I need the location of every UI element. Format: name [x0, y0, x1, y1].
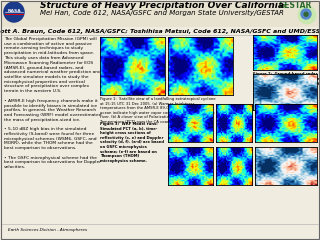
Text: Structure of Heavy Precipitation Over California: Structure of Heavy Precipitation Over Ca…	[40, 1, 284, 10]
Text: GESTAR: GESTAR	[278, 1, 312, 11]
Circle shape	[4, 2, 23, 22]
Text: Figure 2:  Ground-based radar
Time-height cross-sectional view
on 31 Dec 2005. (: Figure 2: Ground-based radar Time-height…	[253, 72, 320, 90]
Circle shape	[298, 6, 316, 24]
Text: Earth Sciences Division - Atmospheres: Earth Sciences Division - Atmospheres	[8, 228, 87, 232]
Text: Figure 3:  WRF Model runs:
Simulated PCT (a, b), time-
height cross sections of
: Figure 3: WRF Model runs: Simulated PCT …	[100, 122, 164, 163]
Text: Mei Han, Code 612, NASA/GSFC and Morgan State University/GESTAR: Mei Han, Code 612, NASA/GSFC and Morgan …	[40, 10, 284, 16]
Bar	[1, 1, 319, 28]
Circle shape	[301, 9, 311, 19]
Text: The Global Precipitation Mission (GPM) will
use a combination of active and pass: The Global Precipitation Mission (GPM) w…	[4, 37, 102, 169]
Text: Figure 1:  Satellite view of a landfalling extratropical cyclone
at 15:15 UTC 31: Figure 1: Satellite view of a landfallin…	[100, 97, 215, 124]
Text: ●: ●	[303, 11, 309, 17]
Text: Scott A. Braun, Code 612, NASA/GSFC; Toshihisa Matsui, Code 612, NASA/GSFC and U: Scott A. Braun, Code 612, NASA/GSFC; Tos…	[0, 29, 320, 34]
Bar	[1, 27, 319, 35]
Text: NASA: NASA	[7, 8, 21, 12]
Circle shape	[4, 2, 24, 22]
